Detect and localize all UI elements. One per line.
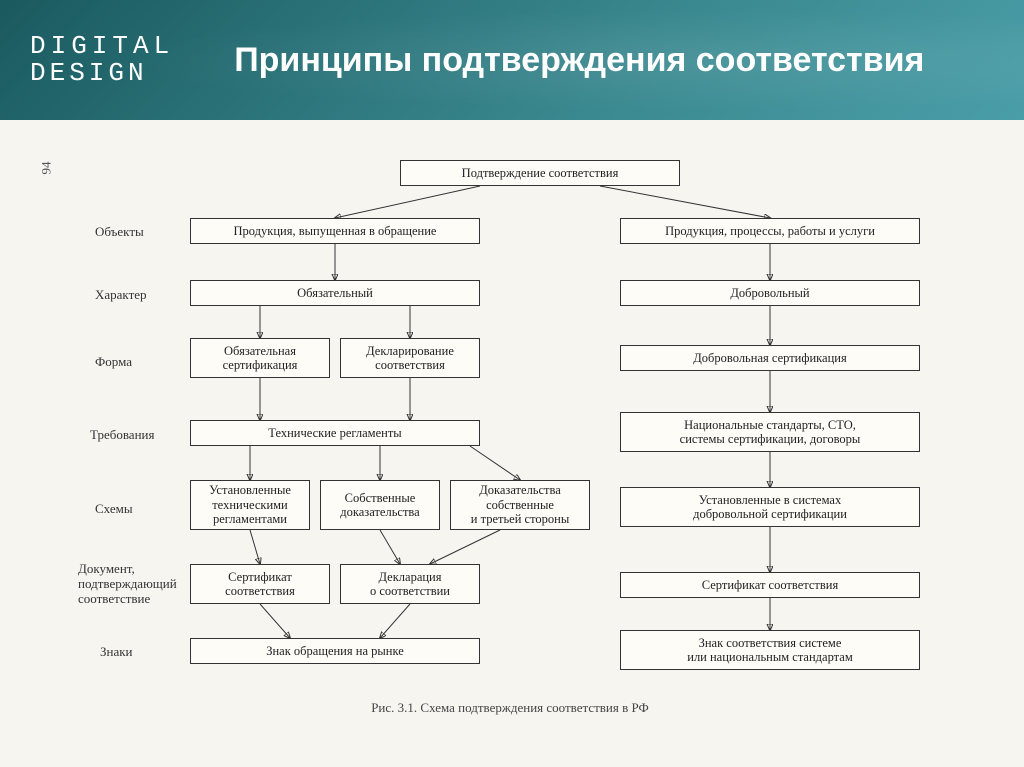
node-obj_r: Продукция, процессы, работы и услуги (620, 218, 920, 244)
node-doc_r: Сертификат соответствия (620, 572, 920, 598)
node-sign_r: Знак соответствия системе или национальн… (620, 630, 920, 670)
row-label-lbl_sign: Знаки (100, 645, 133, 660)
row-label-lbl_req: Требования (90, 428, 154, 443)
node-char_l: Обязательный (190, 280, 480, 306)
row-label-lbl_scheme: Схемы (95, 502, 133, 517)
row-label-lbl_obj: Объекты (95, 225, 144, 240)
slide-content: 94 ОбъектыХарактерФормаТребованияСхемыДо… (0, 120, 1024, 767)
node-form_l1: Обязательная сертификация (190, 338, 330, 378)
node-root: Подтверждение соответствия (400, 160, 680, 186)
logo-line-2: DESIGN (30, 60, 174, 87)
node-req_r: Национальные стандарты, СТО, системы сер… (620, 412, 920, 452)
node-sch_l1: Установленные техническими регламентами (190, 480, 310, 530)
node-req_l: Технические регламенты (190, 420, 480, 446)
node-obj_l: Продукция, выпущенная в обращение (190, 218, 480, 244)
logo-line-1: DIGITAL (30, 33, 174, 60)
slide-header: DIGITAL DESIGN Принципы подтверждения со… (0, 0, 1024, 120)
row-label-lbl_doc: Документ, подтверждающий соответствие (78, 562, 177, 607)
node-form_r: Добровольная сертификация (620, 345, 920, 371)
slide-title: Принципы подтверждения соответствия (234, 40, 924, 81)
row-label-lbl_form: Форма (95, 355, 132, 370)
logo: DIGITAL DESIGN (30, 33, 174, 88)
node-sign_l: Знак обращения на рынке (190, 638, 480, 664)
node-form_l2: Декларирование соответствия (340, 338, 480, 378)
figure-caption: Рис. 3.1. Схема подтверждения соответств… (300, 700, 720, 716)
node-doc_l1: Сертификат соответствия (190, 564, 330, 604)
row-label-lbl_char: Характер (95, 288, 147, 303)
node-sch_r: Установленные в системах добровольной се… (620, 487, 920, 527)
node-sch_l2: Собственные доказательства (320, 480, 440, 530)
flowchart-diagram: Объекты Характер Форма Требования Схемы Докум… (0, 120, 1024, 767)
node-doc_l2: Декларация о соответствии (340, 564, 480, 604)
node-sch_l3: Доказательства собственные и третьей сто… (450, 480, 590, 530)
node-char_r: Добровольный (620, 280, 920, 306)
